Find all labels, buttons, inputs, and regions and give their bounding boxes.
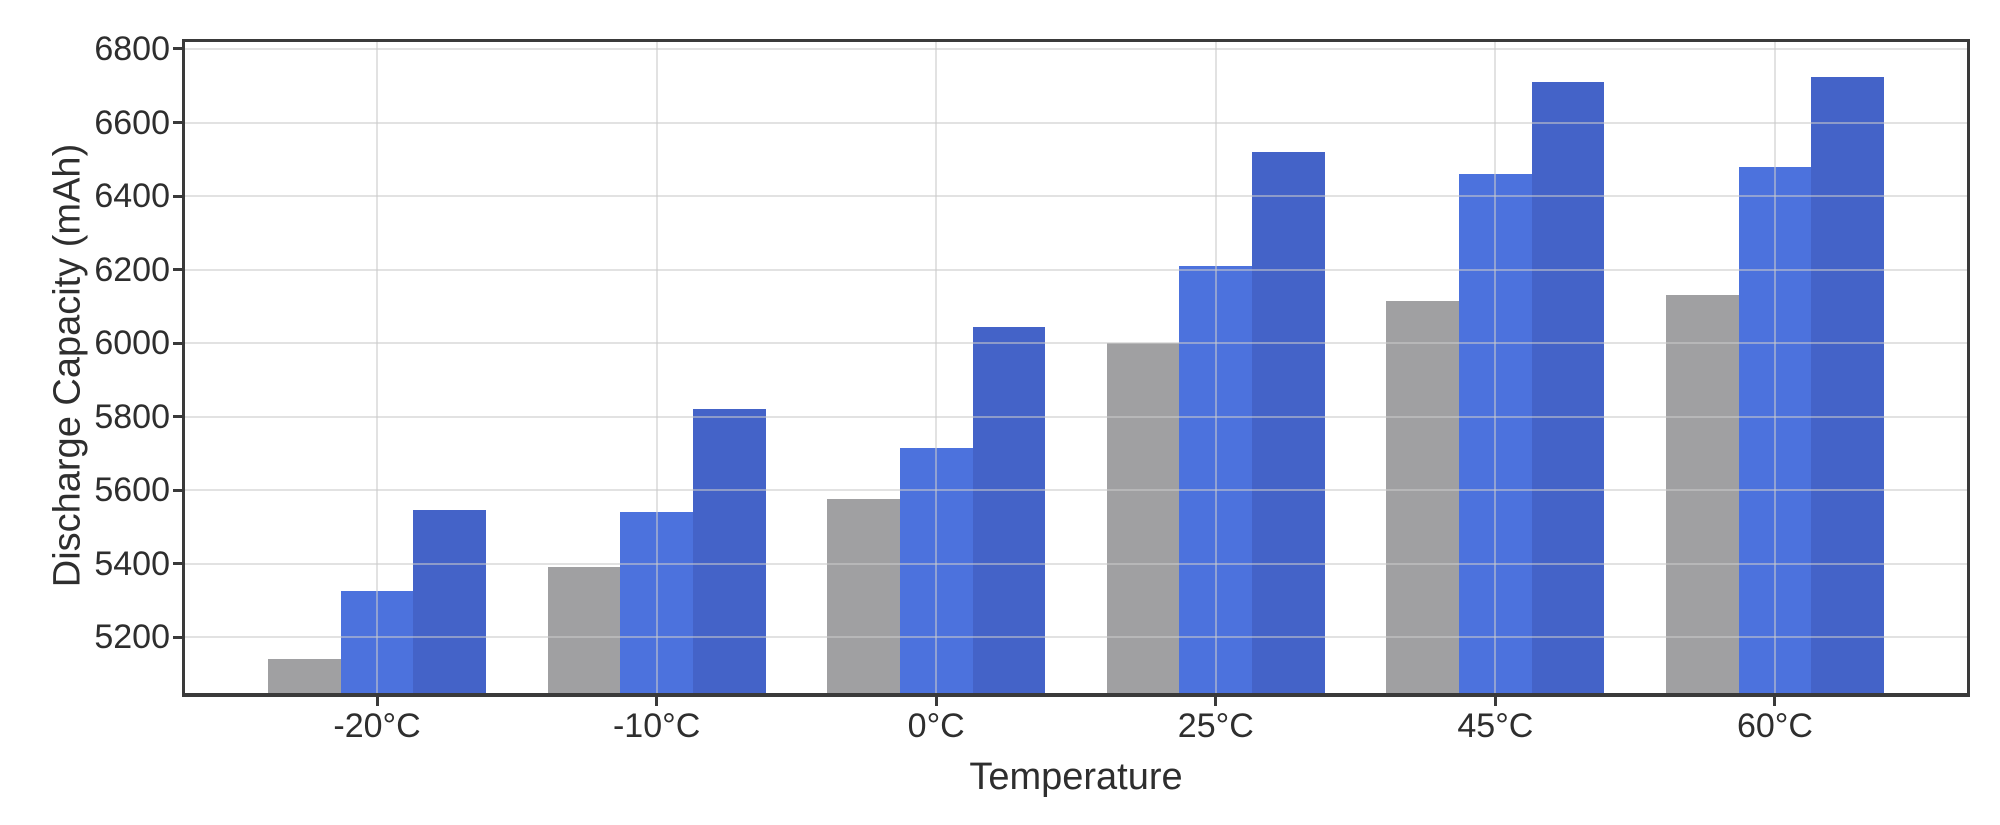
x-tick-mark-45°C [1493, 694, 1497, 706]
y-tick-mark-6400 [173, 194, 182, 198]
x-tick-mark-0°C [934, 694, 938, 706]
bar-60°C-series-2 [1738, 166, 1812, 693]
left-spine [182, 39, 185, 693]
bar-45°C-series-3 [1531, 82, 1605, 693]
x-tick-mark--10°C [655, 694, 659, 706]
x-tick-label--20°C: -20°C [333, 707, 421, 745]
bar-60°C-series-1 [1665, 295, 1739, 693]
x-tick-label-45°C: 45°C [1457, 707, 1534, 745]
bottom-spine [182, 693, 1970, 697]
y-tick-mark-5200 [173, 635, 182, 639]
y-tick-label-6000: 6000 [94, 324, 170, 363]
bar--10°C-series-1 [547, 567, 621, 693]
y-tick-mark-6200 [173, 268, 182, 272]
bar--20°C-series-2 [340, 591, 414, 693]
y-tick-label-6200: 6200 [94, 250, 170, 289]
x-tick-label-25°C: 25°C [1177, 707, 1254, 745]
top-spine [182, 39, 1970, 42]
bar-0°C-series-1 [827, 499, 900, 693]
bar-0°C-series-3 [972, 326, 1046, 693]
y-tick-mark-5800 [173, 415, 182, 419]
bar-60°C-series-3 [1811, 76, 1884, 693]
x-tick-mark-25°C [1214, 694, 1218, 706]
x-tick-label-0°C: 0°C [907, 707, 965, 745]
x-tick-mark-60°C [1773, 694, 1777, 706]
y-tick-label-6800: 6800 [94, 29, 170, 68]
y-tick-mark-6000 [173, 341, 182, 345]
y-tick-label-5200: 5200 [94, 618, 170, 657]
bars-layer [185, 42, 1967, 693]
y-tick-mark-5400 [173, 562, 182, 566]
bar--10°C-series-2 [620, 512, 693, 693]
y-tick-label-5600: 5600 [94, 471, 170, 510]
bar-25°C-series-1 [1106, 343, 1180, 693]
bar--20°C-series-1 [268, 659, 341, 693]
plot-area [182, 39, 1970, 697]
x-axis-label: Temperature [969, 756, 1183, 798]
y-tick-label-6400: 6400 [94, 177, 170, 216]
x-tick-label--10°C: -10°C [612, 707, 701, 745]
x-tick-mark--20°C [375, 694, 379, 706]
bar-25°C-series-3 [1252, 151, 1325, 693]
bar--10°C-series-3 [692, 409, 766, 693]
y-tick-mark-6600 [173, 121, 182, 124]
y-tick-mark-5600 [173, 488, 182, 492]
y-tick-label-5400: 5400 [94, 544, 170, 583]
bar--20°C-series-3 [413, 510, 487, 693]
bar-25°C-series-2 [1179, 265, 1253, 693]
y-tick-label-5800: 5800 [94, 397, 170, 436]
right-spine [1967, 39, 1970, 693]
x-tick-label-60°C: 60°C [1736, 707, 1813, 745]
bar-45°C-series-2 [1459, 173, 1532, 693]
y-tick-label-6600: 6600 [94, 103, 170, 142]
y-tick-mark-6800 [173, 47, 182, 51]
bar-0°C-series-2 [899, 447, 973, 693]
bar-45°C-series-1 [1386, 300, 1459, 693]
